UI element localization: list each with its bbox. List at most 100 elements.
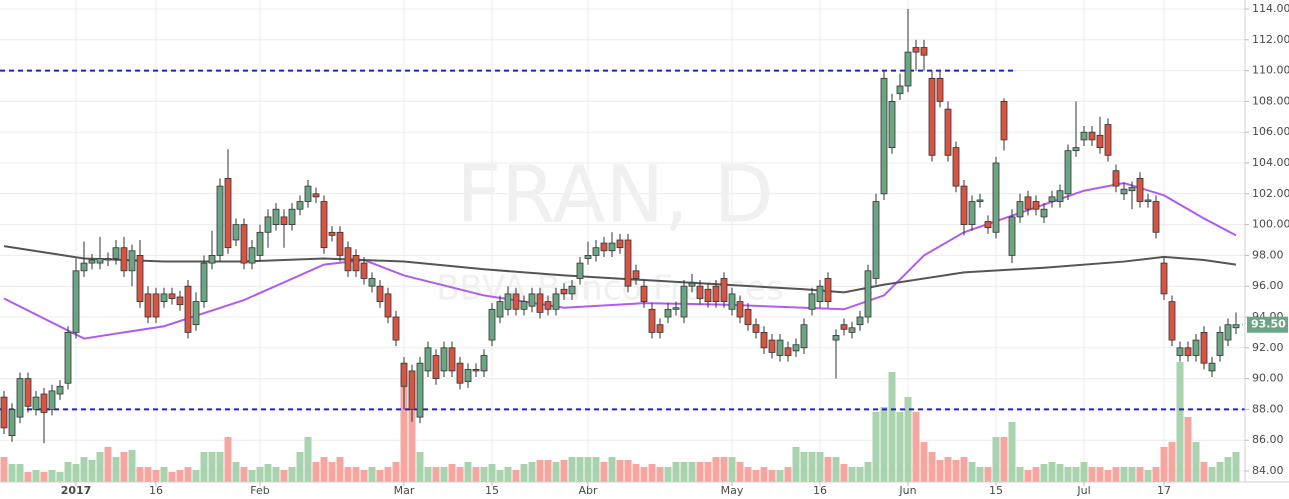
volume-bar <box>576 457 584 482</box>
volume-bar <box>632 464 640 482</box>
candle-body <box>672 307 680 310</box>
x-tick-label: Feb <box>250 484 269 497</box>
volume-bar <box>1216 462 1224 482</box>
candle-body <box>1160 262 1168 295</box>
volume-bar <box>72 464 80 482</box>
volume-bar <box>960 457 968 482</box>
volume-bar <box>272 467 280 482</box>
candle-body <box>1056 190 1064 202</box>
volume-bar <box>504 467 512 482</box>
candle-body <box>944 108 952 156</box>
volume-bar <box>976 467 984 482</box>
volume-bar <box>432 467 440 482</box>
volume-bar <box>400 372 408 482</box>
volume-bar <box>1080 462 1088 482</box>
volume-bar <box>288 467 296 482</box>
candle-body <box>664 308 672 318</box>
volume-bar <box>192 470 200 482</box>
volume-bar <box>384 467 392 482</box>
volume-bar <box>704 462 712 482</box>
candle-body <box>760 331 768 349</box>
candle-body <box>792 344 800 352</box>
candle-body <box>224 177 232 249</box>
volume-bar <box>760 467 768 482</box>
candle-body <box>1040 208 1048 218</box>
volume-bar <box>448 464 456 482</box>
volume-bar <box>96 452 104 482</box>
candle-body <box>952 147 960 187</box>
candle-body <box>880 77 888 195</box>
x-tick-label: 15 <box>989 484 1003 497</box>
volume-bar <box>232 462 240 482</box>
candle-body <box>1072 147 1080 152</box>
volume-bar <box>856 467 864 482</box>
candle-body <box>1064 150 1072 195</box>
volume-bar <box>16 464 24 482</box>
candle-body <box>72 270 80 333</box>
volume-bar <box>200 452 208 482</box>
volume-bar <box>992 437 1000 482</box>
candle-body <box>736 301 744 318</box>
volume-bar <box>1008 422 1016 482</box>
volume-bar <box>240 467 248 482</box>
volume-bar <box>736 462 744 482</box>
candle-body <box>464 368 472 383</box>
candle-body <box>392 316 400 341</box>
candle-body <box>344 247 352 272</box>
candle-body <box>192 301 200 326</box>
candle-body <box>104 258 112 261</box>
volume-bar <box>1032 467 1040 482</box>
volume-bar <box>408 407 416 482</box>
volume-bar <box>720 457 728 482</box>
volume-bar <box>1144 470 1152 482</box>
candle-body <box>416 362 424 418</box>
candle-body <box>360 262 368 279</box>
y-tick-label: 86.00 <box>1252 433 1284 446</box>
x-tick-label: 17 <box>1157 484 1171 497</box>
volume-bar <box>904 397 912 482</box>
candle-body <box>16 378 24 418</box>
candle-body <box>856 316 864 326</box>
candle-body <box>128 250 136 272</box>
candle-body <box>544 301 552 310</box>
candle-body <box>960 185 968 226</box>
candle-body <box>432 355 440 380</box>
candle-body <box>256 231 264 256</box>
volume-bar <box>816 452 824 482</box>
candle-body <box>1216 331 1224 356</box>
volume-bar <box>776 470 784 482</box>
candle-body <box>120 247 128 272</box>
levels <box>0 69 1245 411</box>
candle-body <box>56 385 64 395</box>
candle-body <box>1008 216 1016 256</box>
x-tick-label: May <box>721 484 744 497</box>
volume-bar <box>1040 464 1048 482</box>
candle-body <box>888 101 896 149</box>
volume-bar <box>56 472 64 482</box>
candle-body <box>376 285 384 303</box>
x-tick-label: 2017 <box>61 484 92 497</box>
y-tick-label: 84.00 <box>1252 464 1284 477</box>
candle-body <box>1192 339 1200 356</box>
candle-body <box>680 285 688 318</box>
volume-bar <box>296 452 304 482</box>
candle-body <box>512 293 520 310</box>
y-tick-label: 102.00 <box>1252 187 1289 200</box>
volume-bar <box>464 462 472 482</box>
y-tick-label: 90.00 <box>1252 372 1284 385</box>
volume-bar <box>984 467 992 482</box>
y-tick-label: 110.00 <box>1252 64 1289 77</box>
candle-body <box>1168 301 1176 341</box>
candle-body <box>872 201 880 279</box>
candle-body <box>840 324 848 330</box>
candle-body <box>808 293 816 310</box>
volume-bar <box>1224 457 1232 482</box>
volume-bar <box>800 452 808 482</box>
candle-body <box>616 239 624 249</box>
candle-body <box>912 47 920 53</box>
volume-bar <box>176 470 184 482</box>
volume-bar <box>80 457 88 482</box>
volume-bar <box>496 470 504 482</box>
last-price-label: 93.50 <box>1251 318 1286 331</box>
